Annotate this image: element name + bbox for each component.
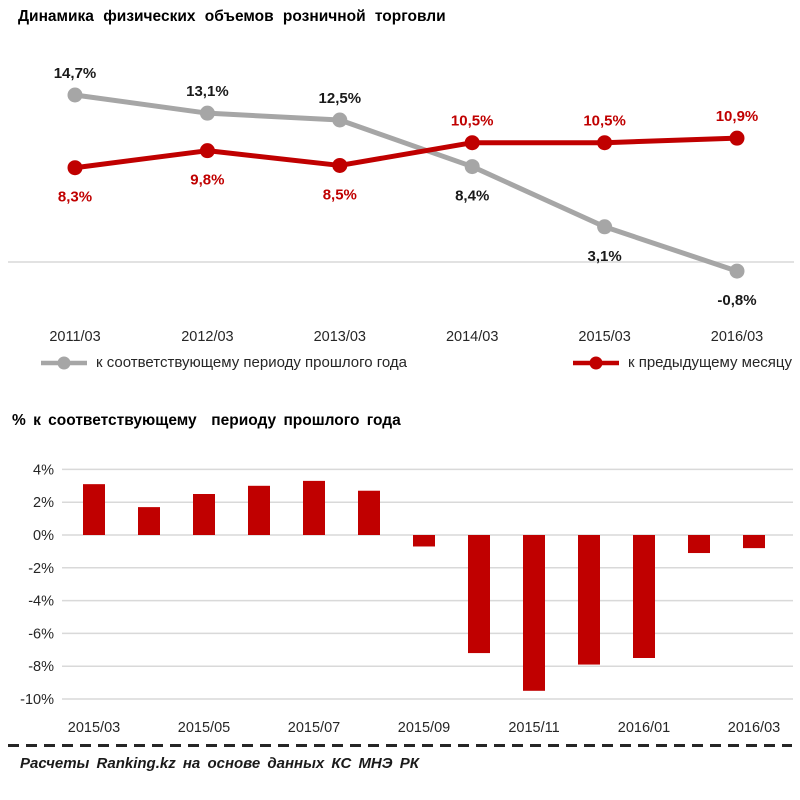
svg-text:2015/03: 2015/03 xyxy=(578,329,630,345)
svg-text:10,9%: 10,9% xyxy=(716,108,759,125)
svg-text:2016/03: 2016/03 xyxy=(711,329,763,345)
svg-text:2015/03: 2015/03 xyxy=(68,720,120,736)
svg-text:2012/03: 2012/03 xyxy=(181,329,233,345)
svg-text:2015/11: 2015/11 xyxy=(508,720,559,736)
source-note: Расчеты Ranking.kz на основе данных КС М… xyxy=(20,755,419,772)
svg-text:13,1%: 13,1% xyxy=(186,83,229,100)
line-chart: 14,7% 13,1% 12,5% 8,4% 3,1% -0,8% 8,3% 9,8% 8,5%… xyxy=(8,65,794,345)
svg-text:2014/03: 2014/03 xyxy=(446,329,498,345)
bar-chart: 4% 2% 0% -2% -4% -6% -8% -10% 2015/03 2015/05 2015… xyxy=(20,462,793,736)
svg-text:8,4%: 8,4% xyxy=(455,188,489,205)
legend-line-marker-icon xyxy=(41,356,87,369)
svg-text:9,8%: 9,8% xyxy=(190,172,224,189)
legend-label-mom: к предыдущему месяцу xyxy=(627,354,792,371)
svg-text:-0,8%: -0,8% xyxy=(717,292,756,309)
svg-text:2%: 2% xyxy=(33,495,54,511)
svg-text:8,3%: 8,3% xyxy=(58,189,92,206)
svg-text:-10%: -10% xyxy=(20,692,54,708)
svg-text:2015/09: 2015/09 xyxy=(398,720,450,736)
dashed-divider xyxy=(8,744,792,747)
svg-text:0%: 0% xyxy=(33,528,54,544)
svg-text:12,5%: 12,5% xyxy=(319,90,362,107)
svg-text:-6%: -6% xyxy=(28,626,54,642)
svg-text:2016/01: 2016/01 xyxy=(618,720,670,736)
svg-text:-8%: -8% xyxy=(28,659,54,675)
svg-text:2015/05: 2015/05 xyxy=(178,720,230,736)
legend-item-mom: к предыдущему месяцу xyxy=(572,354,792,371)
chart-legend: к соответствующему периоду прошлого года… xyxy=(40,354,792,371)
svg-text:10,5%: 10,5% xyxy=(583,113,626,130)
svg-text:-2%: -2% xyxy=(28,561,54,577)
legend-item-yoy: к соответствующему периоду прошлого года xyxy=(40,354,407,371)
svg-text:10,5%: 10,5% xyxy=(451,113,494,130)
svg-text:14,7%: 14,7% xyxy=(54,65,97,82)
top-chart-title: Динамика физических объемов розничной то… xyxy=(18,8,446,25)
svg-text:2013/03: 2013/03 xyxy=(314,329,366,345)
legend-label-yoy: к соответствующему периоду прошлого года xyxy=(96,354,408,371)
svg-text:-4%: -4% xyxy=(28,594,54,610)
bottom-chart-title: % к соответствующему периоду прошлого го… xyxy=(12,412,401,429)
svg-text:2016/03: 2016/03 xyxy=(728,720,780,736)
svg-text:3,1%: 3,1% xyxy=(587,248,621,265)
svg-text:2015/07: 2015/07 xyxy=(288,720,340,736)
legend-line-marker-icon xyxy=(572,356,619,369)
svg-text:2011/03: 2011/03 xyxy=(49,329,100,345)
svg-text:8,5%: 8,5% xyxy=(323,186,357,203)
svg-text:4%: 4% xyxy=(33,462,54,478)
